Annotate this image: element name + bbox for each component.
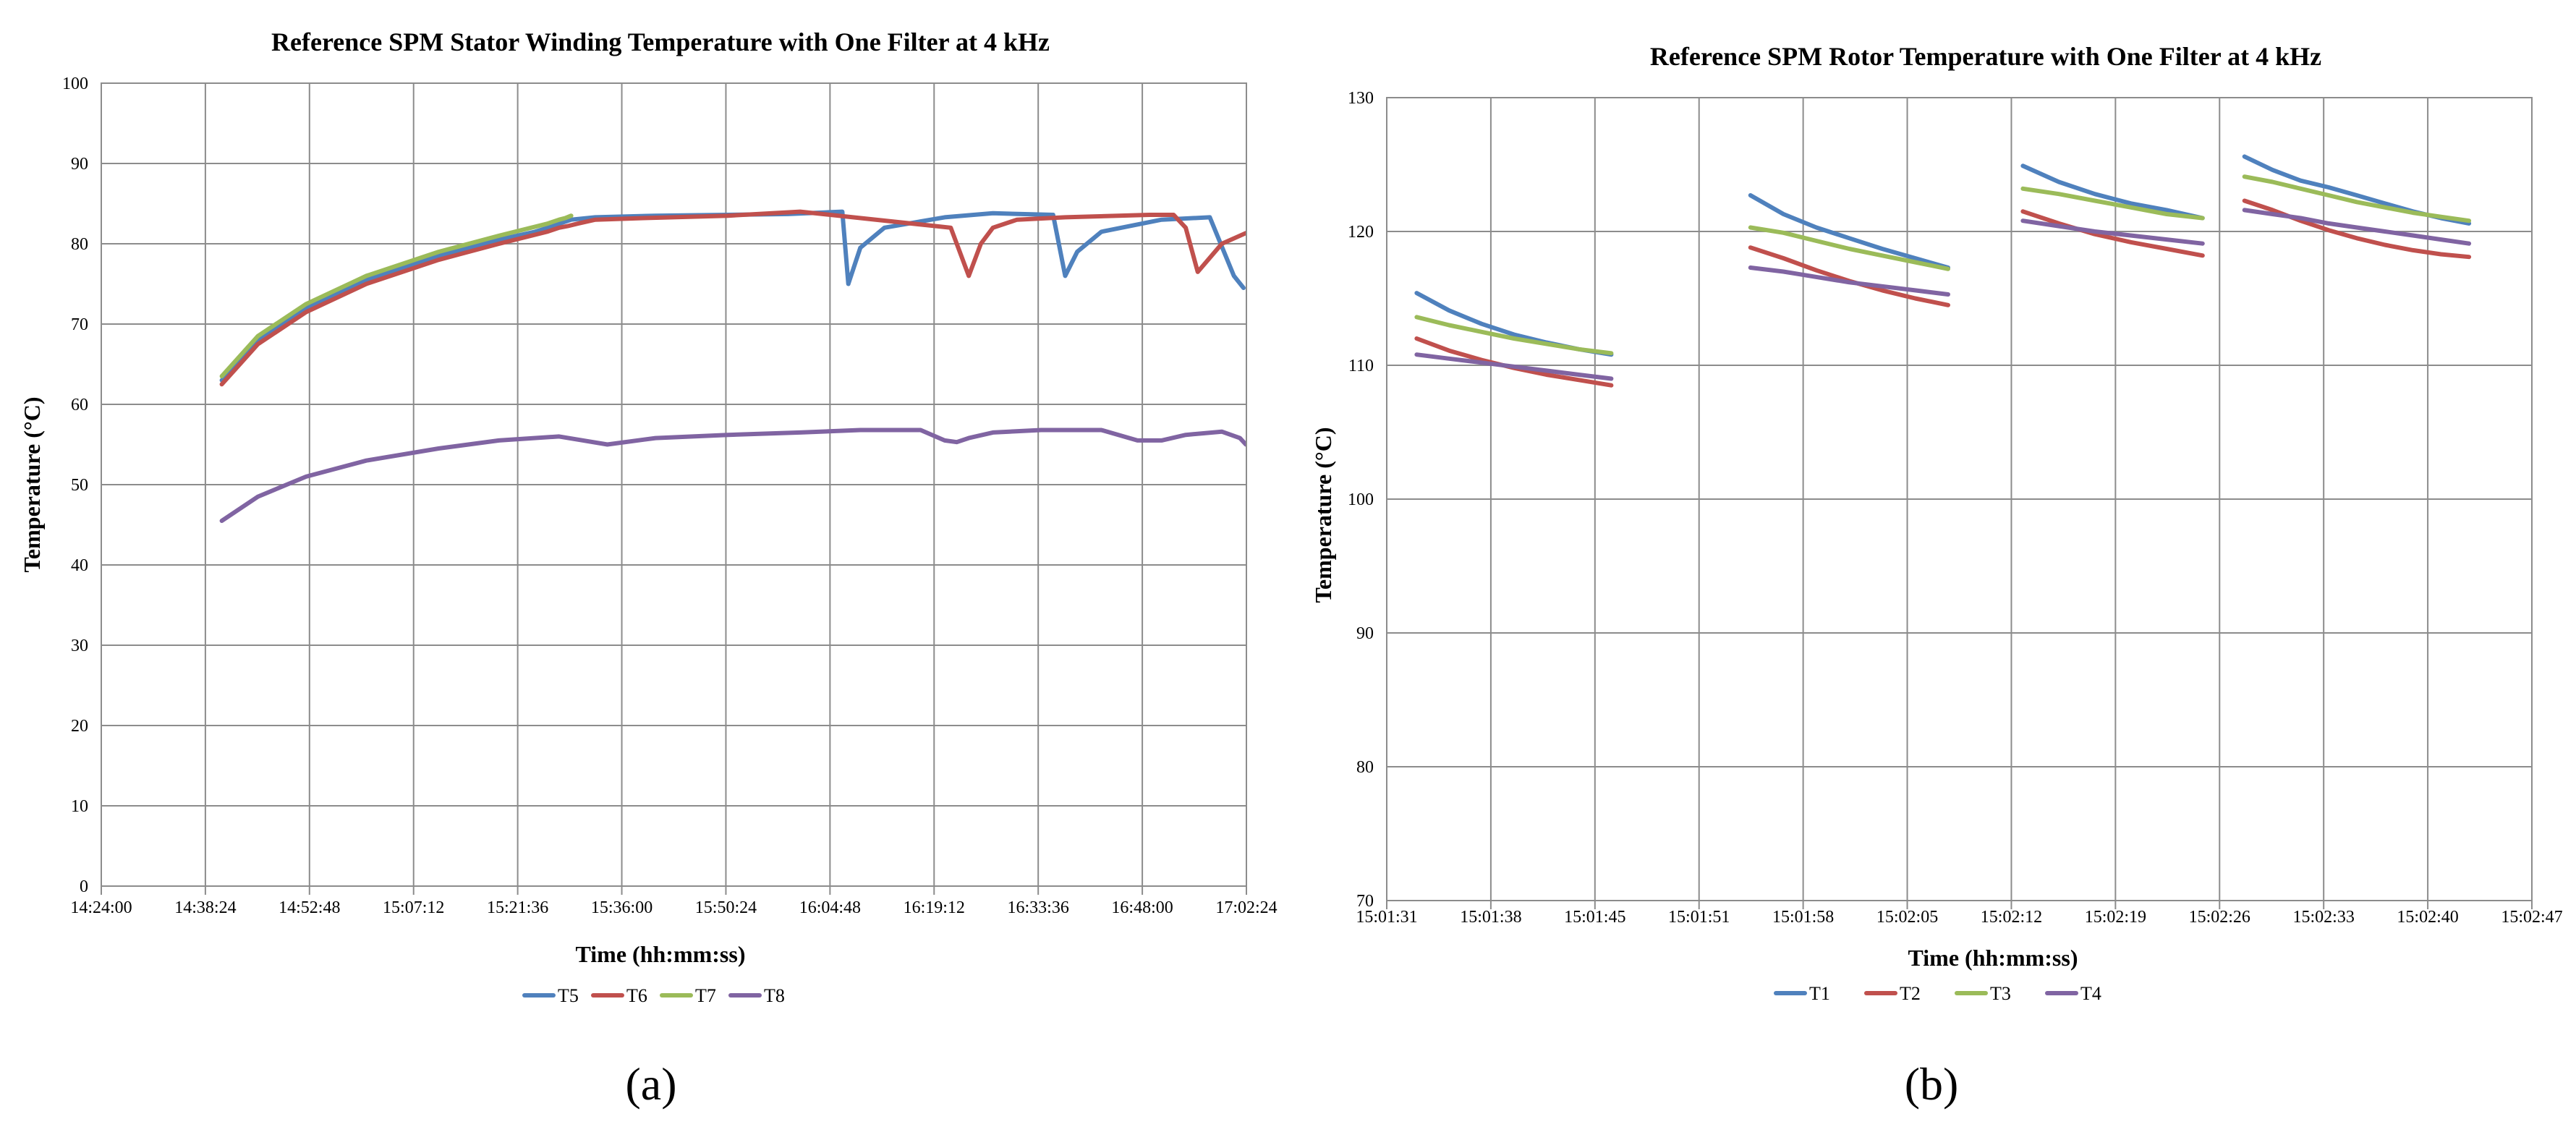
chart-b-y-tick-label: 130 [1348, 89, 1374, 108]
chart-a-y-tick-label: 40 [71, 556, 88, 575]
chart-b-x-tick-label: 15:02:19 [2085, 908, 2146, 927]
chart-b-y-tick-label: 70 [1356, 892, 1374, 911]
chart-b-title: Reference SPM Rotor Temperature with One… [1650, 42, 2321, 71]
chart-a-x-tick-label: 16:48:00 [1111, 898, 1173, 917]
chart-a-x-axis-label: Time (hh:mm:ss) [576, 941, 746, 967]
series-t4-line [2242, 208, 2472, 246]
series-t3-line [1748, 225, 1950, 271]
chart-b-x-tick-label: 15:01:38 [1460, 908, 1521, 927]
series-t4-line [2020, 218, 2205, 246]
chart-b-y-tick-label: 90 [1356, 624, 1374, 643]
chart-a-x-tick-label: 15:36:00 [591, 898, 652, 917]
chart-a-y-tick-label: 30 [71, 637, 88, 655]
chart-b-plot-area [1386, 97, 2533, 901]
chart-b-x-tick-label: 15:02:33 [2293, 908, 2355, 927]
chart-a-y-tick-label: 50 [71, 476, 88, 495]
chart-a-y-tick-label: 90 [71, 155, 88, 174]
legend-label-t6: T6 [626, 985, 647, 1006]
chart-b-x-tick-label: 15:01:31 [1356, 908, 1417, 927]
chart-b-y-tick-label: 80 [1356, 758, 1374, 777]
legend-label-t2: T2 [1900, 983, 1921, 1004]
chart-a-y-tick-label: 20 [71, 717, 88, 736]
chart-a-x-tick-label: 15:50:24 [695, 898, 757, 917]
series-t4-line [1748, 265, 1950, 297]
chart-b-x-tick-label: 15:01:45 [1564, 908, 1625, 927]
legend-label-t5: T5 [558, 985, 579, 1006]
series-t5-line [219, 209, 1246, 383]
chart-b-x-tick-label: 15:02:40 [2397, 908, 2458, 927]
chart-a-x-tick-label: 15:07:12 [383, 898, 444, 917]
chart-a-y-tick-label: 60 [71, 396, 88, 414]
chart-b-y-axis-label: Temperature (°C) [1310, 428, 1336, 603]
chart-a-x-tick-label: 14:52:48 [279, 898, 340, 917]
legend-label-t3: T3 [1990, 983, 2011, 1004]
legend-label-t1: T1 [1809, 983, 1830, 1004]
legend-label-t4: T4 [2080, 983, 2101, 1004]
chart-b-x-tick-label: 15:02:26 [2189, 908, 2250, 927]
chart-a-x-tick-label: 14:24:00 [70, 898, 132, 917]
chart-a-y-tick-label: 100 [62, 75, 88, 93]
chart-a-x-tick-label: 16:19:12 [904, 898, 965, 917]
chart-b-x-axis-label: Time (hh:mm:ss) [1908, 945, 2078, 971]
chart-b-y-tick-label: 100 [1348, 490, 1374, 509]
chart-b-y-tick-label: 110 [1348, 357, 1374, 375]
legend-label-t8: T8 [764, 985, 785, 1006]
series-t2-line [1414, 336, 1614, 388]
chart-b-y-tick-label: 120 [1348, 223, 1374, 242]
chart-b-x-tick-label: 15:02:12 [1981, 908, 2042, 927]
series-t6-line [219, 209, 1246, 387]
chart-a-legend: T5 T6 T7 T8 [522, 985, 785, 1006]
series-t1-line [2020, 163, 2205, 221]
series-t3-line [2020, 186, 2205, 221]
chart-b-x-tick-label: 15:02:47 [2501, 908, 2562, 927]
chart-b-legend: T1 T2 T3 T4 [1774, 983, 2101, 1004]
panel-label-a: (a) [625, 1058, 676, 1110]
chart-a-y-tick-label: 10 [71, 797, 88, 816]
chart-a-x-tick-label: 14:38:24 [174, 898, 236, 917]
series-t3-line [1414, 315, 1614, 356]
chart-a-x-tick-label: 16:04:48 [799, 898, 861, 917]
chart-a-x-tick-label: 17:02:24 [1215, 898, 1277, 917]
series-t2-line [2020, 209, 2205, 258]
chart-a-y-tick-label: 0 [80, 877, 88, 896]
chart-a-y-axis-label: Temperature (°C) [19, 397, 45, 573]
chart-a-plot-area [101, 82, 1247, 887]
chart-a-y-tick-label: 80 [71, 235, 88, 254]
chart-b-x-tick-label: 15:01:51 [1668, 908, 1730, 927]
chart-a: Reference SPM Stator Winding Temperature… [19, 27, 1278, 1110]
legend-label-t7: T7 [695, 985, 716, 1006]
chart-b-x-tick-label: 15:01:58 [1772, 908, 1834, 927]
panel-label-b: (b) [1905, 1058, 1959, 1110]
series-t8-line [219, 428, 1246, 523]
chart-a-x-tick-label: 15:21:36 [487, 898, 548, 917]
series-t7-line [219, 213, 574, 379]
chart-b: Reference SPM Rotor Temperature with One… [1310, 42, 2563, 1110]
chart-b-x-tick-label: 15:02:05 [1876, 908, 1938, 927]
chart-a-x-tick-label: 16:33:36 [1008, 898, 1069, 917]
series-t4-line [1414, 352, 1614, 381]
series-t2-line [1748, 245, 1950, 307]
chart-a-title: Reference SPM Stator Winding Temperature… [271, 27, 1050, 56]
chart-a-y-tick-label: 70 [71, 315, 88, 334]
series-t1-line [1748, 193, 1950, 270]
series-t3-line [2242, 174, 2472, 224]
